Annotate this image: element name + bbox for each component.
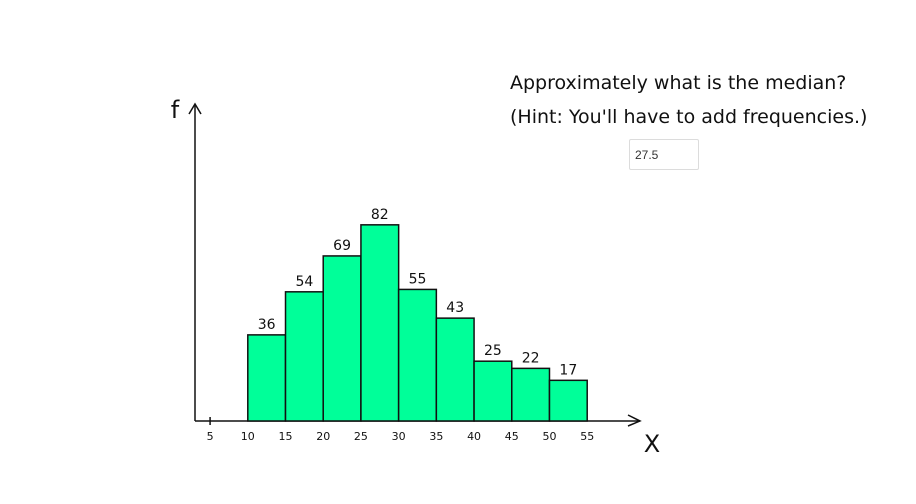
bar-value-label: 54	[295, 274, 313, 290]
bar-value-label: 55	[409, 271, 427, 287]
x-tick-label: 50	[542, 430, 556, 443]
x-tick-label: 20	[316, 430, 330, 443]
bar-value-label: 36	[258, 317, 276, 333]
y-axis-label: f	[171, 96, 180, 124]
histogram-bar	[473, 360, 513, 422]
histogram-bar	[548, 379, 588, 422]
histogram-bar	[284, 291, 324, 422]
histogram-bar	[511, 367, 551, 422]
histogram-bar	[322, 255, 362, 422]
x-axis-label: X	[644, 430, 660, 458]
bar-value-label: 69	[333, 238, 351, 254]
question-hint: (Hint: You'll have to add frequencies.)	[510, 106, 868, 128]
x-axis-arrow-icon	[627, 414, 642, 427]
x-tick-label: 25	[354, 430, 368, 443]
bar-value-label: 82	[371, 207, 389, 223]
histogram-bar	[360, 224, 400, 422]
answer-input[interactable]	[629, 139, 699, 170]
y-axis-arrow-icon	[188, 102, 202, 115]
histogram-bar	[397, 288, 438, 422]
x-tick-label: 30	[392, 430, 406, 443]
bar-value-label: 22	[522, 350, 540, 366]
histogram-bar	[247, 334, 287, 422]
x-tick-label: 10	[241, 430, 255, 443]
x-tick-label: 55	[580, 430, 594, 443]
question-line-1: Approximately what is the median?	[510, 72, 847, 94]
bar-value-label: 25	[484, 343, 502, 359]
histogram-bar	[435, 317, 475, 422]
x-tick-label: 15	[279, 430, 293, 443]
x-tick-label: 35	[429, 430, 443, 443]
question-text: Approximately what is the median? (Hint:…	[510, 66, 867, 134]
x-tick-label: 45	[505, 430, 519, 443]
bar-value-label: 17	[559, 362, 577, 378]
bar-value-label: 43	[446, 300, 464, 316]
x-tick-label: 40	[467, 430, 481, 443]
x-tick-label: 5	[207, 430, 214, 443]
